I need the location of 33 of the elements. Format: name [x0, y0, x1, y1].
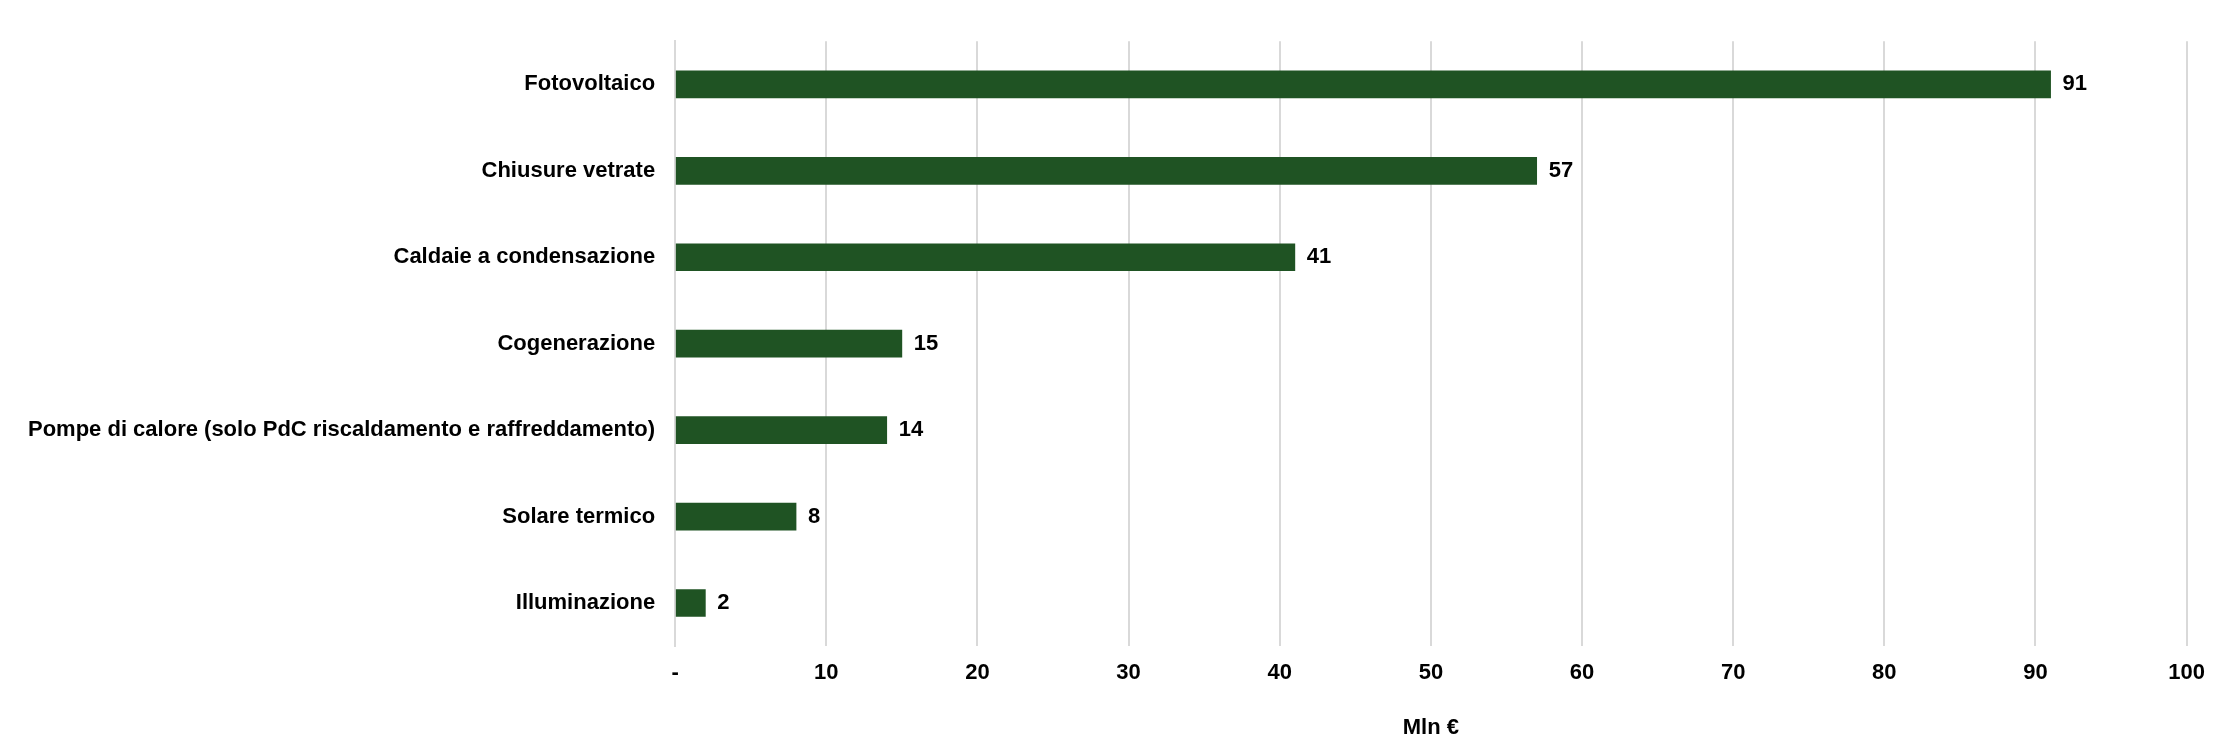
- y-tick-label: Caldaie a condensazione: [393, 243, 656, 269]
- data-label: 41: [1306, 243, 1332, 269]
- data-label: 2: [717, 589, 730, 615]
- data-label: 14: [898, 416, 924, 442]
- y-tick-label: Illuminazione: [515, 589, 656, 615]
- x-tick-label: 70: [1720, 659, 1746, 685]
- x-tick-label: -: [671, 659, 679, 685]
- bar: [675, 416, 888, 444]
- data-label: 91: [2062, 70, 2088, 96]
- data-label: 15: [913, 329, 939, 355]
- x-tick-label: 80: [1872, 659, 1897, 685]
- x-tick-label: 20: [965, 659, 990, 685]
- bar: [675, 329, 903, 358]
- x-tick-label: 30: [1116, 659, 1141, 685]
- x-tick-label: 10: [814, 659, 839, 685]
- bar: [675, 502, 797, 531]
- x-axis-title: Mln €: [1402, 713, 1460, 739]
- x-tick-label: 50: [1418, 659, 1444, 685]
- data-label: 57: [1548, 156, 1574, 182]
- bar: [675, 589, 706, 617]
- x-tick-label: 100: [2168, 659, 2206, 685]
- bar: [675, 157, 1538, 185]
- data-label: 8: [808, 502, 821, 528]
- y-tick-label: Fotovoltaico: [524, 70, 656, 96]
- bar: [675, 70, 2051, 99]
- y-tick-label: Pompe di calore (solo PdC riscaldamento e raffreddamento): [28, 416, 656, 442]
- y-tick-label: Chiusure vetrate: [481, 156, 656, 182]
- x-tick-label: 40: [1267, 659, 1292, 685]
- bar: [675, 243, 1296, 272]
- y-tick-label: Cogenerazione: [497, 329, 656, 355]
- x-tick-label: 60: [1569, 659, 1595, 685]
- x-tick-label: 90: [2023, 659, 2048, 685]
- y-tick-label: Solare termico: [502, 502, 656, 528]
